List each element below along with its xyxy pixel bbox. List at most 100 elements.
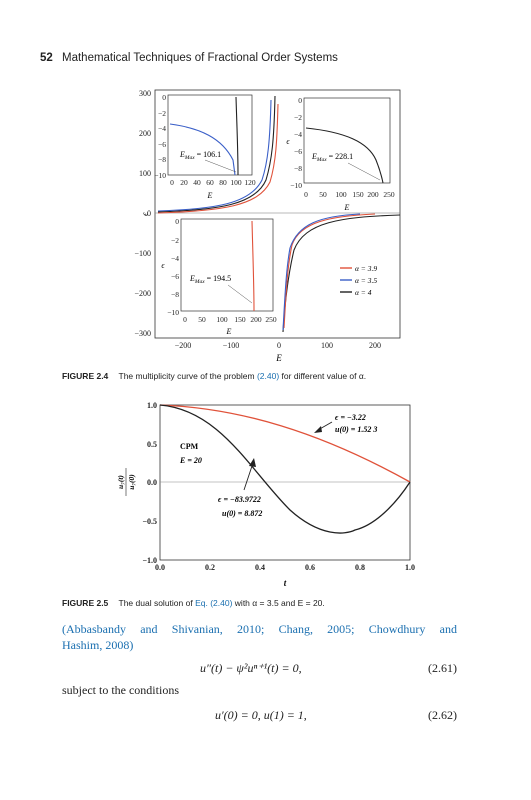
fig24-inset1-xtick: 0: [170, 178, 174, 187]
fig25-ylabel: u₇(t) u₇(0): [116, 468, 136, 496]
fig25-xtick: 0.6: [305, 563, 315, 572]
fig24-inset3-ylabel: ϵ: [161, 261, 165, 270]
fig24-inset1-ytick: −6: [158, 140, 166, 149]
fig24-inset1-xtick: 40: [193, 178, 201, 187]
fig24-xtick: −100: [223, 341, 240, 350]
legend-label-alpha35: α = 3.5: [355, 276, 377, 285]
fig24-ytick: −300: [134, 329, 151, 338]
caption-label: FIGURE 2.5: [62, 598, 109, 608]
fig24-inset2-ytick: −2: [294, 113, 302, 122]
fig25-ylabel-den: u₇(0): [127, 474, 136, 490]
fig25-param-label: E = 20: [179, 456, 202, 465]
fig25-sol1-u0: u(0) = 1.52 3: [335, 425, 377, 434]
fig24-inset1-annot: EMax = 106.1: [179, 150, 221, 161]
fig24-inset1-curve-blue: [169, 123, 236, 176]
fig24-inset1-ytick: −4: [158, 124, 166, 133]
fig24-inset3-annot: EMax = 194.5: [189, 274, 231, 285]
caption-text: The dual solution of: [118, 598, 193, 608]
fig24-inset3-xtick: 200: [250, 315, 262, 324]
running-title: Mathematical Techniques of Fractional Or…: [62, 52, 338, 64]
fig24-inset1-frame: [167, 94, 253, 176]
caption-text: The multiplicity curve of the problem: [118, 371, 255, 381]
fig24-inset2-xtick: 50: [319, 190, 327, 199]
fig25-ytick: −0.5: [142, 517, 157, 526]
fig24-curve-alpha35-upper: [157, 99, 272, 212]
fig24-curve-alpha35-lower: [282, 213, 361, 331]
fig24-inset2-ytick: −4: [294, 130, 302, 139]
fig24-inset1-xtick: 100: [230, 178, 242, 187]
fig24-inset3-ytick: −6: [171, 272, 179, 281]
fig25-xtick: 0.0: [155, 563, 165, 572]
fig24-inset1-ytick: −2: [158, 109, 166, 118]
figure-2-5: 1.0 0.5 0.0 −0.5 −1.0 0.0 0.2 0.4 0.6 0.…: [116, 401, 415, 588]
fig24-inset2-ytick: 0: [298, 96, 302, 105]
fig24-xtick: −200: [175, 341, 192, 350]
fig24-inset3-pointer: [227, 284, 253, 304]
fig24-curve-alpha4-upper: [157, 95, 276, 213]
caption-tail: for different value of α.: [281, 371, 367, 381]
fig24-inset2-ylabel: ϵ: [286, 137, 290, 146]
fig24-inset3-ytick: −2: [171, 236, 179, 245]
figure-2-4: 300 200 100 0 −100 −200 −300 −200 −100 0…: [134, 89, 401, 363]
fig24-inset2-xlabel: E: [344, 203, 350, 212]
citation-line-2[interactable]: Hashim, 2008): [62, 638, 134, 652]
equation-number-2-62: (2.62): [428, 708, 457, 722]
fig24-inset2-xtick: 200: [367, 190, 379, 199]
fig24-inset2-xtick: 0: [304, 190, 308, 199]
fig24-inset3-xtick: 100: [216, 315, 228, 324]
fig25-ylabel-num: u₇(t): [116, 475, 125, 489]
fig24-plot-frame: [154, 89, 401, 339]
fig24-legend: α = 3.9 α = 3.5 α = 4: [340, 264, 377, 297]
fig25-ytick: −1.0: [142, 556, 157, 565]
body-text: subject to the conditions: [62, 683, 179, 697]
fig25-xtick: 1.0: [405, 563, 415, 572]
fig24-ytick: −200: [134, 289, 151, 298]
fig25-ytick: 0.0: [147, 478, 157, 487]
fig24-inset1-ytick: −8: [158, 155, 166, 164]
figure-2-5-caption: FIGURE 2.5 The dual solution of Eq. (2.4…: [62, 598, 325, 608]
fig24-inset3-ytick: −10: [167, 308, 179, 317]
fig25-xtick: 0.8: [355, 563, 365, 572]
fig25-sol2-arrow: [243, 462, 254, 491]
caption-ref-link[interactable]: Eq. (2.40): [195, 598, 233, 608]
fig24-inset3-xtick: 250: [265, 315, 277, 324]
fig24-inset1-xlabel: E: [207, 191, 213, 200]
fig24-inset2-ytick: −8: [294, 164, 302, 173]
fig24-inset2-xtick: 250: [383, 190, 395, 199]
fig24-xlabel: E: [275, 353, 282, 363]
page-number: 52: [40, 52, 53, 64]
fig24-inset2-xtick: 100: [335, 190, 347, 199]
fig25-ytick: 1.0: [147, 401, 157, 410]
fig24-ytick: 200: [139, 129, 151, 138]
fig24-inset2-xtick: 150: [352, 190, 364, 199]
fig24-inset2-curve-black: [305, 127, 384, 184]
fig24-inset1-xtick: 120: [244, 178, 256, 187]
caption-tail: with α = 3.5 and E = 20.: [234, 598, 325, 608]
fig25-curve-upper: [159, 404, 411, 483]
fig25-xtick: 0.4: [255, 563, 265, 572]
fig25-sol1-arrowhead: [314, 426, 322, 433]
figure-2-4-caption: FIGURE 2.4 The multiplicity curve of the…: [62, 371, 366, 381]
fig24-inset3-xtick: 50: [198, 315, 206, 324]
fig24-curve-alpha39-lower: [283, 213, 376, 329]
citation-line-1[interactable]: (Abbasbandy and Shivanian, 2010; Chang, …: [62, 622, 457, 636]
page-header: 52 Mathematical Techniques of Fractional…: [40, 52, 338, 64]
fig24-inset2-ytick: −6: [294, 147, 302, 156]
fig25-method-label: CPM: [180, 442, 199, 451]
fig24-inset3-xtick: 0: [183, 315, 187, 324]
fig24-inset1-ytick: −10: [154, 171, 166, 180]
fig24-inset1-pointer: [204, 159, 237, 173]
fig24-inset2-pointer: [347, 162, 381, 181]
caption-label: FIGURE 2.4: [62, 371, 109, 381]
fig24-inset1-curve-black: [235, 96, 239, 176]
fig25-sol1-eps: ϵ = −3.22: [335, 413, 366, 422]
caption-ref-link[interactable]: (2.40): [256, 371, 280, 381]
fig24-inset3-curve-red: [251, 220, 255, 312]
fig25-xlabel: t: [284, 578, 287, 588]
fig24-ylabel: ϵ: [140, 212, 150, 216]
equation-number-2-61: (2.61): [428, 661, 457, 675]
fig24-inset2-frame: [303, 97, 391, 184]
fig25-sol2-arrowhead: [249, 458, 256, 467]
equation-2-61: u″(t) − ψ²uⁿ⁺¹(t) = 0,: [200, 661, 302, 675]
fig25-ytick: 0.5: [147, 440, 157, 449]
